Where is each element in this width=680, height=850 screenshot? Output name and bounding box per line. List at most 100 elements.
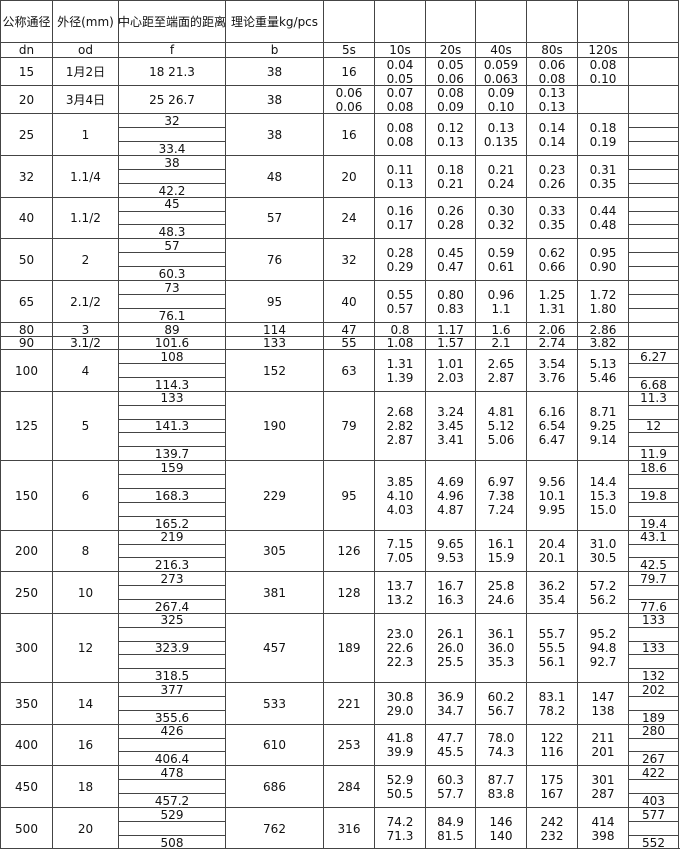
f-value-subcell: 133 [119,392,225,405]
weight-value: 22.6 [386,641,414,655]
od-cell: 1月2日 [52,58,118,85]
od-cell: 8 [52,531,118,571]
weight-value: 0.135 [483,134,519,149]
weight-20s-cell: 1.57 [425,336,475,350]
weight-value: 15.3 [589,488,617,503]
weight-5s-cell: 128 [323,572,374,613]
extra-value-subcell [629,363,678,377]
weight-value: 0.13 [386,176,414,191]
extra-value-subcell [629,432,678,446]
extra-value-subcell [629,156,678,169]
weight-value: 7.05 [386,551,414,565]
weight-value: 20 [341,169,357,184]
header-cell-40s: 40s [475,43,526,57]
od-value: 10 [77,585,94,600]
weight-value: 1.08 [386,336,414,350]
weight-value: 175 [540,772,564,787]
f-value: 355.6 [154,710,190,725]
weight-5s-cell: 95 [323,461,374,530]
extra-value-subcell: 403 [629,793,678,807]
weight-value: 0.13 [487,120,515,135]
f-value: 168.3 [154,488,190,503]
weight-value: 52.9 [386,772,414,787]
weight-value: 414 [591,814,615,829]
weight-value: 79 [341,419,357,433]
header-label: b [270,43,279,57]
weight-value: 0.14 [538,120,566,135]
b-cell: 114 [225,323,323,337]
f-value-subcell: 267.4 [119,599,225,613]
weight-value: 3.76 [538,370,566,385]
weight-20s-cell: 0.80 0.83 [425,281,475,322]
b-cell: 762 [225,808,323,849]
weight-value: 78.0 [487,731,515,745]
f-cell: 45 48.3 [118,198,225,238]
weight-value: 0.30 [487,204,515,218]
weight-value: 0.23 [538,162,566,177]
extra-value-subcell [629,404,678,419]
weight-value: 84.9 [437,814,464,829]
weight-value: 221 [337,696,361,711]
od-value: 16 [77,738,94,752]
od-cell: 6 [52,461,118,530]
dn-value: 80 [18,322,35,337]
extra-cell [628,198,679,238]
b-cell: 610 [225,725,323,765]
header-cell-b: 理论重量kg/pcs [225,1,323,42]
extra-value-subcell: 202 [629,683,678,696]
dn-value: 350 [15,696,38,711]
f-value-subcell: 168.3 [119,488,225,502]
f-cell: 57 60.3 [118,239,225,280]
weight-value: 0.95 [589,245,617,260]
weight-80s-cell: 55.7 55.5 56.1 [526,614,577,682]
weight-value: 1.1 [491,301,511,316]
od-value: 3 [81,322,90,337]
f-value-subcell: 457.2 [119,793,225,807]
b-cell: 38 [225,58,323,85]
extra-value: 6.27 [640,349,667,364]
f-value: 318.5 [154,668,190,683]
weight-value: 0.26 [437,204,464,218]
weight-20s-cell: 84.9 81.5 [425,808,475,849]
f-value-subcell: 318.5 [119,668,225,682]
f-value-subcell: 165.2 [119,516,225,530]
weight-80s-cell: 0.33 0.35 [526,198,577,238]
weight-120s-cell: 1.72 1.80 [577,281,628,322]
weight-120s-cell: 2.86 [577,323,628,337]
weight-value: 138 [591,703,615,718]
weight-5s-cell: 55 [323,336,374,350]
weight-10s-cell: 7.15 7.05 [374,531,425,571]
extra-value-subcell: 577 [629,808,678,821]
header-cell-od: od [52,43,118,57]
weight-value: 0.06 [335,99,363,114]
weight-40s-cell: 2.1 [475,336,526,350]
od-value: 2.1/2 [70,294,101,309]
b-value: 57 [266,211,283,225]
b-cell: 229 [225,461,323,530]
weight-value: 81.5 [437,828,464,843]
weight-value: 2.87 [487,370,515,385]
dn-cell: 125 [0,392,52,460]
weight-value: 1.17 [437,322,464,337]
weight-10s-cell: 1.08 [374,336,425,350]
f-value-subcell [119,654,225,668]
weight-40s-cell: 0.96 1.1 [475,281,526,322]
od-value: 20 [77,821,94,836]
weight-value: 116 [540,745,564,759]
weight-value: 0.83 [437,301,464,316]
extra-cell [628,114,679,155]
weight-value: 26.0 [437,641,464,655]
extra-value: 79.7 [640,571,667,586]
weight-5s-cell: 47 [323,323,374,337]
b-value: 133 [263,336,286,350]
f-value-subcell [119,169,225,183]
weight-value: 284 [337,779,361,794]
weight-value: 0.18 [589,120,617,135]
b-cell: 190 [225,392,323,460]
od-value: 1 [81,127,90,142]
weight-40s-cell: 4.81 5.12 5.06 [475,392,526,460]
extra-value-subcell: 11.9 [629,446,678,460]
weight-value: 3.24 [437,405,464,419]
weight-5s-cell: 221 [323,683,374,724]
